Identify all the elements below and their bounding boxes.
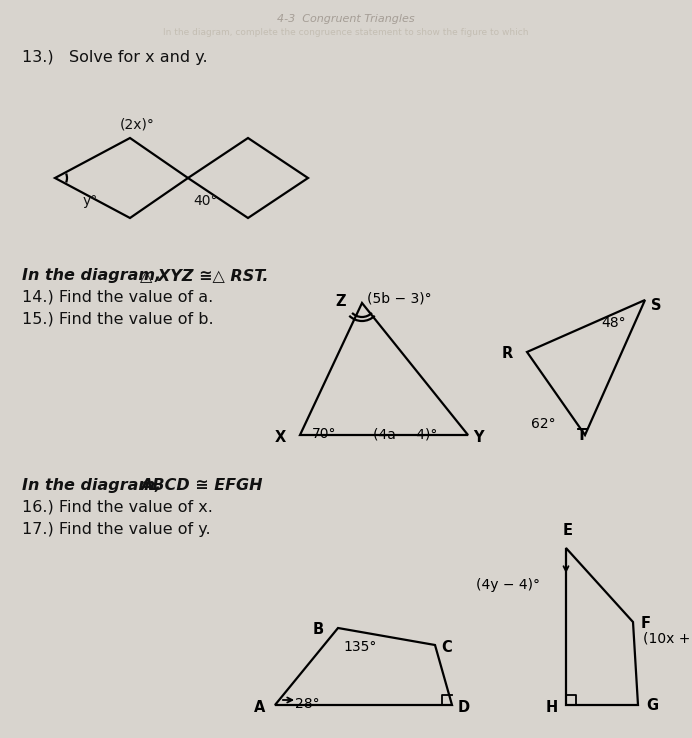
Text: (10x + 65)°: (10x + 65)° — [643, 632, 692, 646]
Text: In the diagram, complete the congruence statement to show the figure to which: In the diagram, complete the congruence … — [163, 28, 529, 37]
Text: T: T — [577, 428, 587, 443]
Text: 17.) Find the value of y.: 17.) Find the value of y. — [22, 522, 210, 537]
Text: 4-3  Congruent Triangles: 4-3 Congruent Triangles — [277, 14, 415, 24]
Text: 135°: 135° — [343, 640, 376, 654]
Text: B: B — [313, 622, 324, 638]
Text: G: G — [646, 697, 658, 712]
Text: y°: y° — [83, 194, 98, 208]
Text: 14.) Find the value of a.: 14.) Find the value of a. — [22, 290, 213, 305]
Text: 70°: 70° — [312, 427, 336, 441]
Text: In the diagram,: In the diagram, — [22, 268, 167, 283]
Text: In the diagram,: In the diagram, — [22, 478, 167, 493]
Text: C: C — [441, 640, 452, 655]
Text: X: X — [275, 430, 286, 444]
Text: 16.) Find the value of x.: 16.) Find the value of x. — [22, 500, 213, 515]
Text: H: H — [546, 700, 558, 714]
Text: 40°: 40° — [193, 194, 217, 208]
Text: E: E — [563, 523, 573, 538]
Text: (5b − 3)°: (5b − 3)° — [367, 291, 432, 305]
Text: Z: Z — [336, 294, 346, 308]
Text: Y: Y — [473, 430, 484, 444]
Text: D: D — [458, 700, 470, 714]
Text: △ XYZ ≅△ RST.: △ XYZ ≅△ RST. — [140, 268, 268, 283]
Text: (2x)°: (2x)° — [120, 118, 155, 132]
Text: ABCD ≅ EFGH: ABCD ≅ EFGH — [140, 478, 262, 493]
Text: 48°: 48° — [601, 316, 626, 330]
Text: 62°: 62° — [531, 417, 556, 431]
Text: A: A — [254, 700, 265, 714]
Text: (4y − 4)°: (4y − 4)° — [476, 578, 540, 592]
Text: (4a − 4)°: (4a − 4)° — [373, 427, 437, 441]
Text: F: F — [641, 616, 651, 632]
Text: 15.) Find the value of b.: 15.) Find the value of b. — [22, 312, 214, 327]
Text: S: S — [651, 298, 662, 313]
Text: 13.)   Solve for x and y.: 13.) Solve for x and y. — [22, 50, 208, 65]
Text: R: R — [502, 347, 513, 362]
Text: 28°: 28° — [295, 697, 320, 711]
